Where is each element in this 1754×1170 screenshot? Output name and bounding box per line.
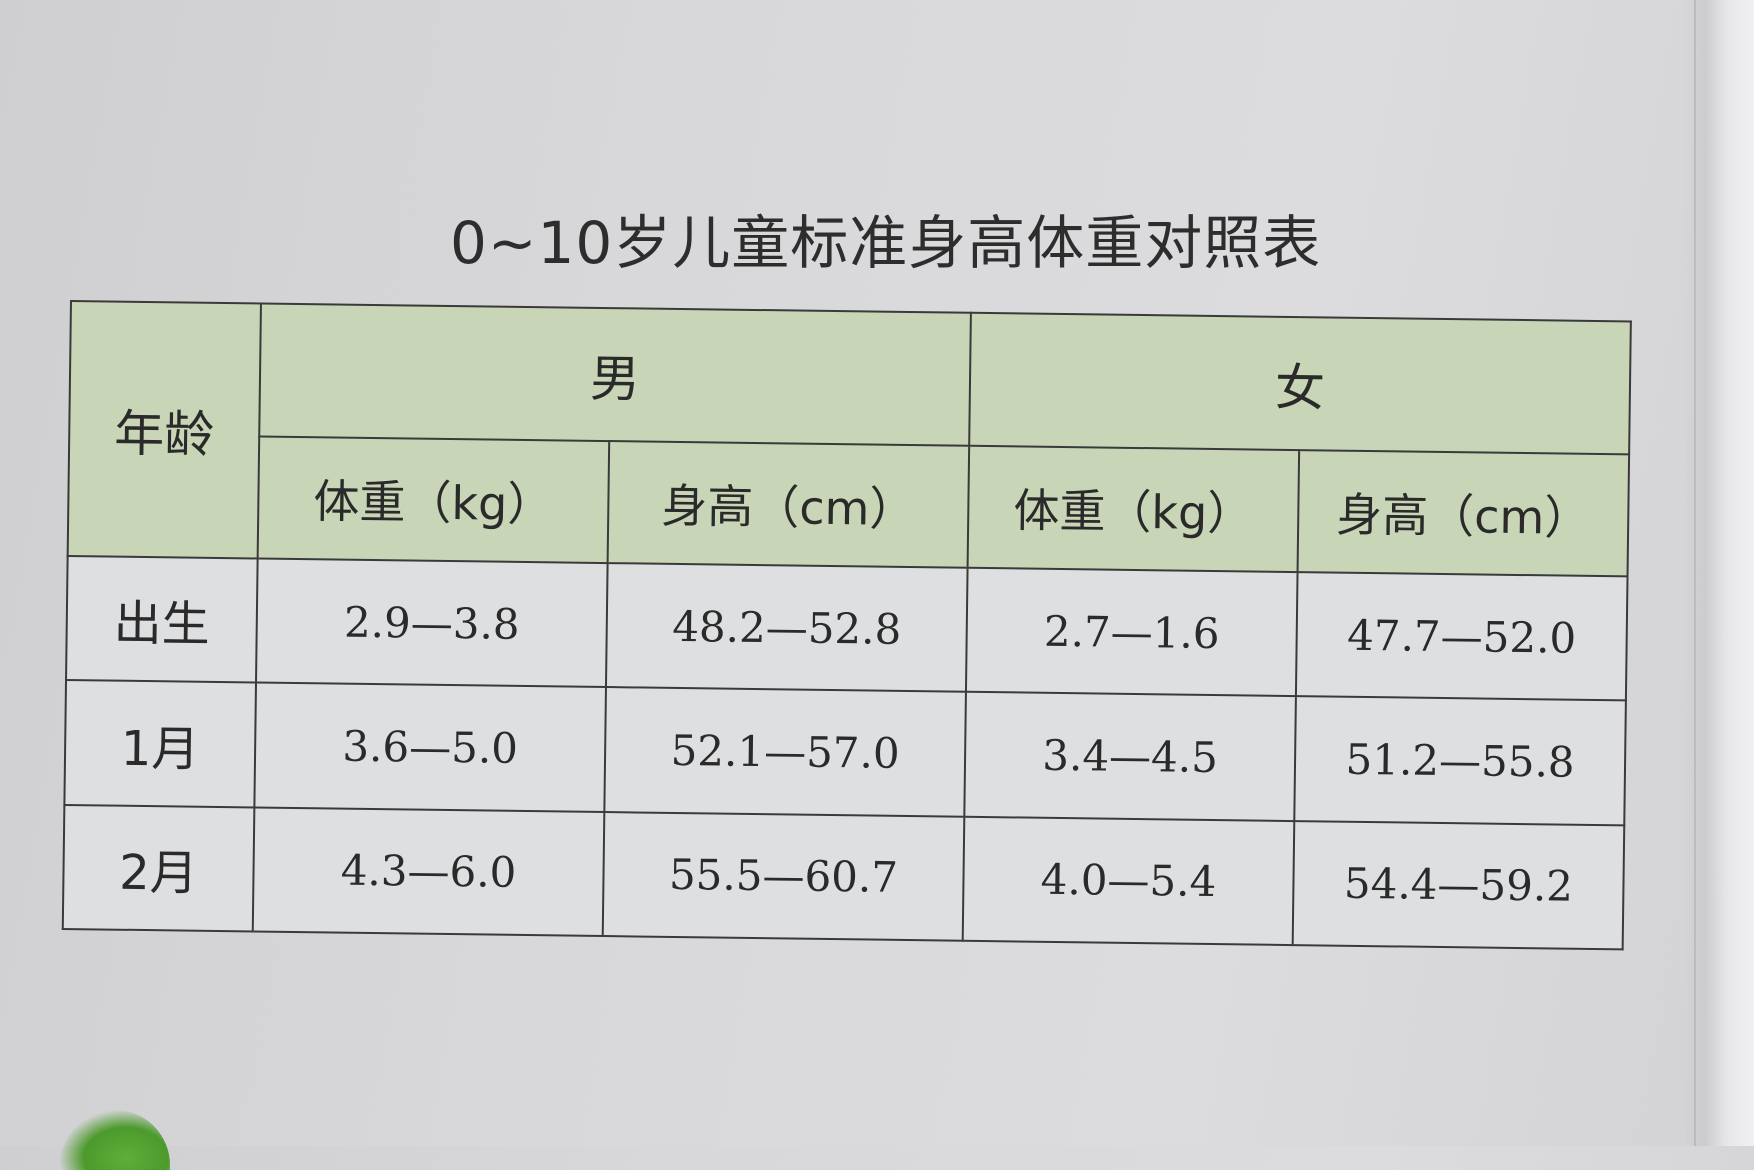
female-height-cell: 51.2—55.8 xyxy=(1294,696,1626,826)
height-weight-table: 年龄 男 女 体重（kg） 身高（cm） 体重（kg） 身高（cm） 出生 2.… xyxy=(62,300,1632,950)
male-height-cell: 48.2—52.8 xyxy=(605,563,968,693)
female-height-cell: 47.7—52.0 xyxy=(1295,572,1628,701)
male-height-header: 身高（cm） xyxy=(607,441,970,569)
male-height-cell: 52.1—57.0 xyxy=(604,687,966,817)
age-cell: 1月 xyxy=(64,680,257,808)
page-title: 0~10岁儿童标准身高体重对照表 xyxy=(450,209,1322,277)
leaf-decoration xyxy=(60,1110,170,1170)
female-weight-cell: 3.4—4.5 xyxy=(964,692,1296,821)
table-row: 出生 2.9—3.8 48.2—52.8 2.7—1.6 47.7—52.0 xyxy=(66,556,1628,701)
female-height-header: 身高（cm） xyxy=(1297,450,1630,577)
header-row-groups: 年龄 男 女 xyxy=(67,301,1631,559)
male-weight-cell: 4.3—6.0 xyxy=(252,807,605,937)
male-weight-cell: 3.6—5.0 xyxy=(254,682,606,812)
page-edge-line xyxy=(1694,0,1696,1146)
female-weight-cell: 4.0—5.4 xyxy=(962,816,1295,946)
table-row: 2月 4.3—6.0 55.5—60.7 4.0—5.4 54.4—59.2 xyxy=(62,804,1625,950)
table-row: 1月 3.6—5.0 52.1—57.0 3.4—4.5 51.2—55.8 xyxy=(64,680,1626,826)
male-height-cell: 55.5—60.7 xyxy=(602,811,965,941)
female-weight-cell: 2.7—1.6 xyxy=(965,568,1298,697)
male-weight-header: 体重（kg） xyxy=(257,436,610,564)
male-header: 男 xyxy=(259,303,971,447)
table-container: 年龄 男 女 体重（kg） 身高（cm） 体重（kg） 身高（cm） 出生 2.… xyxy=(62,300,1632,960)
male-weight-cell: 2.9—3.8 xyxy=(256,558,608,688)
female-header: 女 xyxy=(969,312,1631,455)
age-cell: 2月 xyxy=(62,804,255,932)
header-row-metrics: 体重（kg） 身高（cm） 体重（kg） 身高（cm） xyxy=(68,434,1630,577)
female-height-cell: 54.4—59.2 xyxy=(1292,820,1625,950)
age-cell: 出生 xyxy=(66,556,258,683)
female-weight-header: 体重（kg） xyxy=(967,446,1300,573)
page-edge xyxy=(1684,0,1754,1146)
age-header: 年龄 xyxy=(67,301,261,559)
